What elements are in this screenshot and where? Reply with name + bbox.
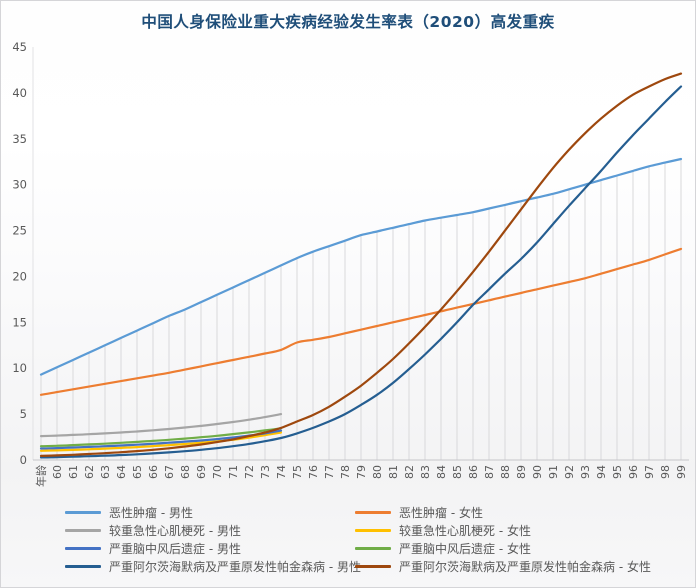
y-tick-label: 35 — [12, 132, 27, 146]
legend-label: 恶性肿瘤 - 女性 — [399, 505, 483, 520]
plot-area: 0 5 10 15 20 25 30 35 40 45 年龄 60 61 62 63 64 65 66 67 68 69… — [12, 40, 689, 487]
drop-lines — [40, 159, 682, 460]
legend-label: 恶性肿瘤 - 男性 — [109, 505, 193, 520]
legend-item: 恶性肿瘤 - 男性 — [65, 503, 361, 521]
x-tick-label: 65 — [131, 465, 144, 479]
x-tick-label: 89 — [515, 465, 528, 479]
x-tick-label: 93 — [579, 465, 592, 479]
legend-label: 严重脑中风后遗症 - 女性 — [399, 541, 531, 556]
legend-column-female: 恶性肿瘤 - 女性较重急性心肌梗死 - 女性 严重脑中风后遗症 - 女性严重阿尔茨… — [355, 503, 651, 575]
legend-label: 较重急性心肌梗死 - 女性 — [399, 523, 531, 538]
x-tick-label: 64 — [115, 465, 128, 479]
x-tick-label: 81 — [387, 465, 400, 479]
x-tick-label: 68 — [179, 465, 192, 479]
legend-item: 严重阿尔茨海默病及严重原发性帕金森病 - 男性 — [65, 557, 361, 575]
x-tick-label: 72 — [243, 465, 256, 479]
y-axis-labels: 0 5 10 15 20 25 30 35 40 45 — [12, 40, 27, 467]
series-line-6 — [39, 427, 283, 448]
x-tick-label: 94 — [595, 465, 608, 479]
x-tick-label: 99 — [675, 465, 688, 479]
x-tick-label: 88 — [499, 465, 512, 479]
x-tick-label: 62 — [83, 465, 96, 479]
series-line-3 — [39, 413, 283, 438]
x-tick-label: 74 — [275, 465, 288, 479]
x-tick-label: 60 — [51, 465, 64, 479]
x-tick-label: 97 — [643, 465, 656, 479]
x-tick-label: 90 — [531, 465, 544, 479]
y-tick-label: 5 — [20, 407, 27, 421]
x-tick-label: 96 — [627, 465, 640, 479]
x-tick-label: 92 — [563, 465, 576, 479]
y-tick-label: 15 — [12, 315, 27, 329]
legend-label: 严重阿尔茨海默病及严重原发性帕金森病 - 男性 — [109, 559, 361, 574]
x-tick-label: 75 — [291, 465, 304, 479]
y-tick-label: 10 — [12, 361, 27, 375]
series-line-1 — [39, 157, 683, 376]
y-tick-label: 40 — [12, 86, 27, 100]
x-tick-label: 82 — [403, 465, 416, 479]
x-tick-label: 63 — [99, 465, 112, 479]
x-tick-label: 73 — [259, 465, 272, 479]
series-line-8 — [39, 72, 683, 457]
x-tick-label: 91 — [547, 465, 560, 479]
y-tick-label: 25 — [12, 224, 27, 238]
x-tick-label: 71 — [227, 465, 240, 479]
legend-item: 较重急性心肌梗死 - 女性 — [355, 521, 651, 539]
legend-swatch-line — [355, 510, 391, 514]
x-tick-label: 80 — [371, 465, 384, 479]
x-tick-label: 86 — [467, 465, 480, 479]
y-tick-label: 45 — [12, 40, 27, 54]
x-tick-label: 98 — [659, 465, 672, 479]
x-tick-label: 67 — [163, 465, 176, 479]
legend-swatch-line — [65, 510, 101, 514]
y-tick-label: 30 — [12, 178, 27, 192]
chart-title: 中国人身保险业重大疾病经验发生率表（2020）高发重疾 — [141, 13, 555, 31]
x-tick-label: 95 — [611, 465, 624, 479]
x-tick-label: 87 — [483, 465, 496, 479]
x-tick-label: 年龄 — [34, 465, 48, 487]
legend-label: 较重急性心肌梗死 - 男性 — [109, 523, 241, 538]
x-tick-label: 78 — [339, 465, 352, 479]
x-tick-label: 83 — [419, 465, 432, 479]
legend-swatch-line — [65, 564, 101, 568]
y-tick-label: 0 — [20, 453, 27, 467]
x-tick-label: 69 — [195, 465, 208, 479]
legend-swatch-line — [355, 528, 391, 532]
legend-swatch-line — [355, 546, 391, 550]
legend-item: 恶性肿瘤 - 女性 — [355, 503, 651, 521]
x-tick-label: 84 — [435, 465, 448, 479]
x-tick-label: 76 — [307, 465, 320, 479]
series-line-2 — [39, 247, 683, 396]
legend-column-male: 恶性肿瘤 - 男性较重急性心肌梗死 - 男性 严重脑中风后遗症 - 男性严重阿尔茨… — [65, 503, 361, 575]
legend-swatch-line — [65, 528, 101, 532]
y-tick-label: 20 — [12, 269, 27, 283]
legend-item: 较重急性心肌梗死 - 男性 — [65, 521, 361, 539]
x-tick-label: 79 — [355, 465, 368, 479]
legend-swatch-line — [355, 564, 391, 568]
x-tick-label: 66 — [147, 465, 160, 479]
legend-label: 严重阿尔茨海默病及严重原发性帕金森病 - 女性 — [399, 559, 651, 574]
series-line-7 — [39, 85, 683, 459]
legend-item: 严重脑中风后遗症 - 男性 — [65, 539, 361, 557]
legend-item: 严重阿尔茨海默病及严重原发性帕金森病 - 女性 — [355, 557, 651, 575]
series-lines — [39, 72, 683, 459]
legend-label: 严重脑中风后遗症 - 男性 — [109, 541, 241, 556]
x-tick-label: 85 — [451, 465, 464, 479]
series-line-5 — [39, 429, 283, 450]
x-tick-label: 77 — [323, 465, 336, 479]
legend-swatch-line — [65, 546, 101, 550]
x-tick-label: 70 — [211, 465, 224, 479]
legend-item: 严重脑中风后遗症 - 女性 — [355, 539, 651, 557]
x-axis-labels: 年龄 60 61 62 63 64 65 66 67 68 69 70 71 72 73 74 75 76 77 78… — [34, 465, 688, 487]
x-tick-label: 61 — [67, 465, 80, 479]
